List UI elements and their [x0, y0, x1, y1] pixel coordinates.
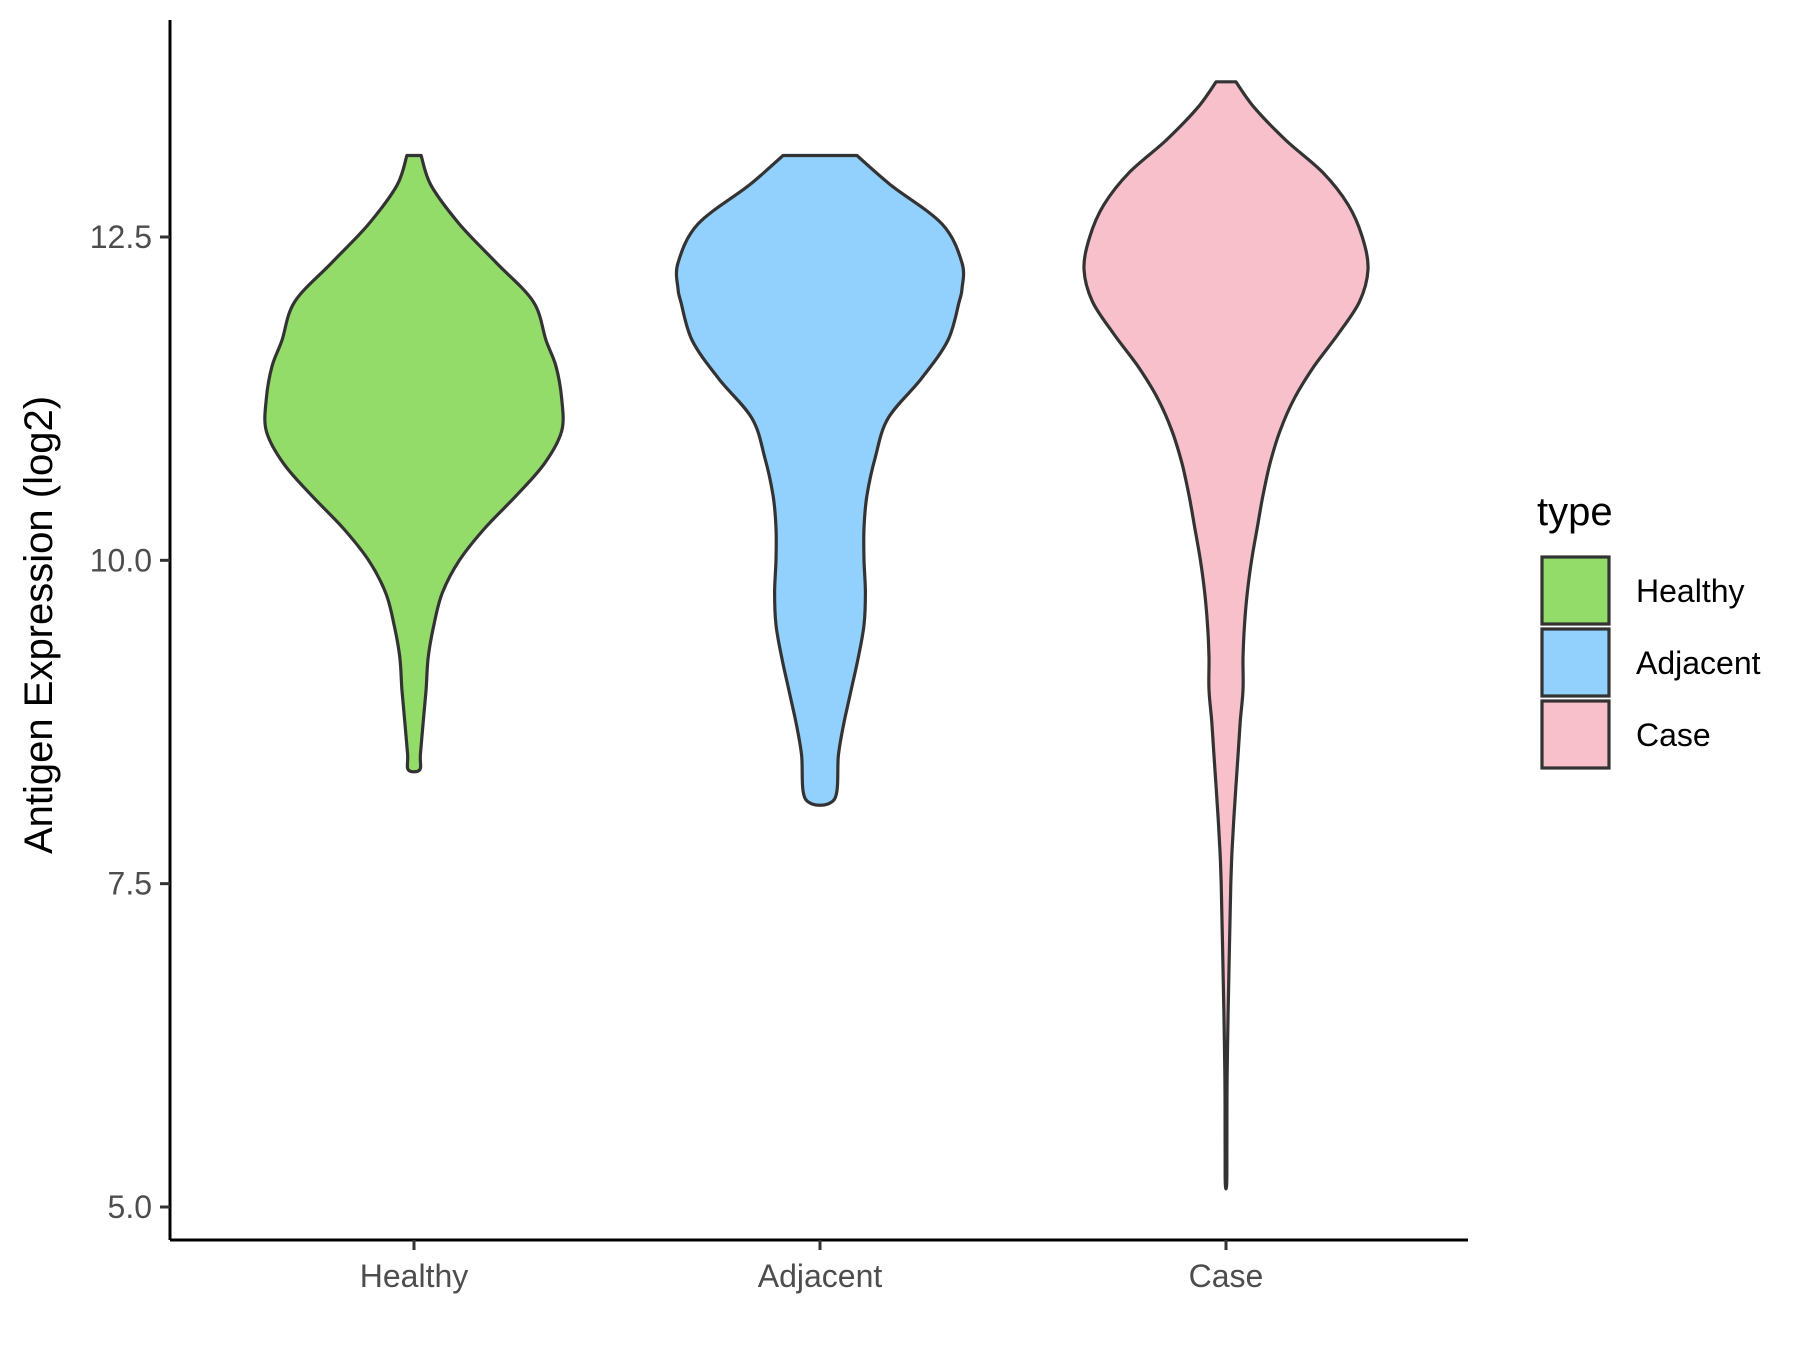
violins-layer: [263, 80, 1370, 1191]
legend-label: Adjacent: [1636, 645, 1761, 681]
x-tick-label: Adjacent: [758, 1258, 883, 1294]
violin-healthy: [263, 153, 565, 774]
y-tick-label: 7.5: [108, 866, 152, 902]
legend: type Healthy Adjacent Case: [1537, 490, 1761, 770]
y-axis-title: Antigen Expression (log2): [17, 396, 61, 854]
y-axis: 5.0 7.5 10.0 12.5: [90, 20, 172, 1240]
x-tick-label: Case: [1189, 1258, 1264, 1294]
y-tick-label: 12.5: [90, 219, 152, 255]
legend-key-healthy: [1540, 555, 1611, 626]
legend-key-adjacent: [1540, 627, 1611, 698]
legend-label: Case: [1636, 717, 1711, 753]
violin-case: [1082, 80, 1370, 1191]
legend-key-case: [1540, 699, 1611, 770]
legend-label: Healthy: [1636, 573, 1745, 609]
y-tick-label: 10.0: [90, 542, 152, 578]
y-tick-label: 5.0: [108, 1189, 152, 1225]
violin-adjacent: [674, 153, 966, 807]
legend-title: type: [1537, 490, 1613, 534]
x-tick-label: Healthy: [360, 1258, 469, 1294]
x-axis: Healthy Adjacent Case: [170, 1238, 1468, 1294]
